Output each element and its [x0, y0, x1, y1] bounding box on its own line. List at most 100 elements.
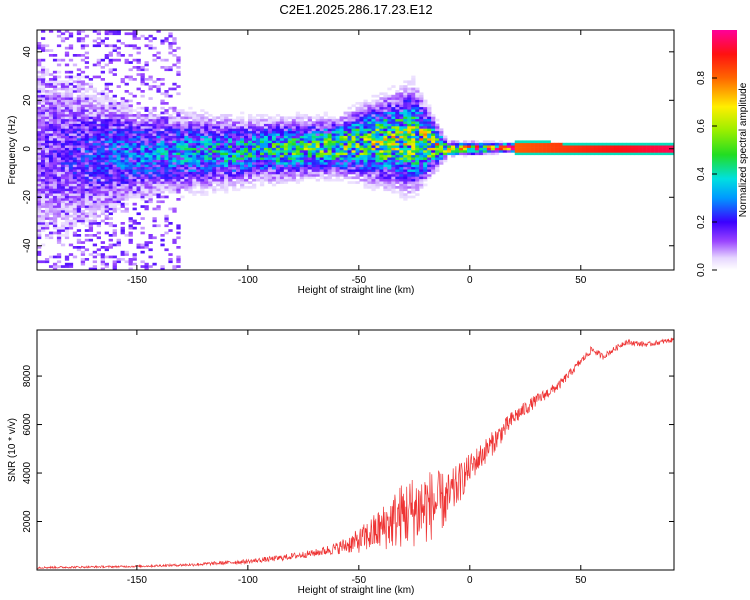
spectrogram-cell — [363, 104, 368, 108]
spectrogram-cell — [48, 236, 54, 240]
spectrogram-cell — [60, 116, 66, 120]
spectrogram-cell — [56, 147, 62, 151]
spectrogram-cell — [104, 231, 109, 235]
spectrogram-cell — [184, 138, 189, 141]
spectrogram-cell — [104, 181, 109, 184]
spectrogram-cell — [64, 130, 70, 134]
spectrogram-cell — [140, 121, 145, 124]
spectrogram-cell — [72, 171, 78, 175]
spectrogram-cell — [96, 176, 101, 180]
spectrogram-cell — [307, 135, 313, 139]
spectrogram-cell — [267, 140, 273, 144]
spectrogram-cell — [48, 231, 54, 235]
spectrogram-cell — [68, 99, 74, 103]
spectrogram-cell — [395, 169, 400, 172]
spectrogram-cell — [331, 147, 336, 151]
spectrogram-cell — [140, 118, 145, 122]
spectrogram-cell — [92, 157, 98, 160]
spectrogram-cell — [299, 140, 305, 144]
spectrogram-cell — [96, 114, 101, 117]
spectrogram-cell — [140, 159, 145, 163]
spectrogram-cell — [96, 44, 101, 48]
spectrogram-cell — [64, 157, 70, 160]
spectrogram-cell — [411, 171, 416, 175]
spectrogram-cell — [140, 73, 145, 76]
spectrogram-cell — [88, 162, 94, 165]
spectrogram-cell — [228, 169, 233, 172]
spectrogram-cell — [160, 121, 165, 124]
spectrogram-cell — [68, 133, 74, 136]
spectrogram-cell — [355, 166, 360, 170]
spectrogram-cell — [44, 171, 50, 175]
spectrogram-cell — [164, 166, 169, 170]
spectrogram-cell — [466, 150, 472, 153]
spectrogram-cell — [44, 85, 50, 88]
spectrogram-cell — [56, 226, 62, 230]
spectrogram-cell — [76, 32, 82, 36]
spectrogram-cell — [291, 166, 297, 170]
spectrogram-cell — [339, 147, 344, 151]
spectrogram-cell — [271, 178, 277, 182]
spectrogram-cell — [152, 152, 157, 156]
spectrogram-cell — [52, 97, 58, 100]
spectrogram-cell — [244, 181, 249, 184]
spectrogram-cell — [104, 109, 109, 112]
spectrogram-cell — [128, 138, 133, 141]
spectrogram-cell — [136, 147, 141, 151]
spectrogram-cell — [347, 181, 352, 184]
spectrogram-cell — [108, 70, 113, 74]
spectrogram-cell — [399, 162, 404, 165]
spectrogram-cell — [116, 243, 121, 247]
spectrogram-cell — [148, 157, 153, 160]
spectrogram-cell — [200, 138, 205, 141]
spectrogram-cell — [347, 154, 352, 158]
spectrogram-cell — [371, 145, 376, 148]
spectrogram-cell — [164, 102, 169, 105]
spectrogram-cell — [299, 174, 305, 177]
spectrogram-cell — [168, 118, 173, 122]
spectrogram-cell — [72, 87, 78, 91]
spectrogram-cell — [100, 200, 105, 204]
spectrogram-cell — [347, 106, 352, 110]
spectrogram-cell — [315, 150, 320, 153]
spectrogram-cell — [44, 90, 50, 93]
spectrogram-cell — [132, 193, 137, 196]
spectrogram-cell — [112, 116, 117, 120]
spectrogram-cell — [104, 145, 109, 148]
spectrogram-cell — [375, 186, 380, 189]
spectrogram-cell — [323, 145, 328, 148]
spectrogram-cell — [116, 123, 121, 127]
spectrogram-cell — [359, 118, 364, 122]
spectrogram-cell — [439, 145, 444, 148]
spectrogram-cell — [144, 130, 149, 134]
spectrogram-cell — [112, 181, 117, 184]
spectrogram-cell — [287, 157, 293, 160]
spectrogram-cell — [76, 106, 82, 110]
spectrogram-cell — [40, 58, 46, 62]
spectrogram-cell — [220, 181, 225, 184]
spectrogram-cell — [371, 133, 376, 136]
spectrogram-cell — [180, 109, 185, 112]
spectrogram-cell — [44, 186, 50, 189]
spectrogram-cell — [112, 73, 117, 76]
spectrogram-cell — [383, 154, 388, 158]
spectrogram-cell — [76, 54, 82, 57]
spectrogram-cell — [44, 159, 50, 163]
spectrogram-cell — [120, 99, 125, 103]
spectrogram-cell — [96, 231, 101, 235]
spectrogram-cell — [112, 104, 117, 108]
spectrogram-cell — [431, 171, 436, 175]
spectrogram-cell — [160, 176, 165, 180]
spectrogram-cell — [80, 262, 86, 266]
spectrogram-cell — [275, 159, 281, 163]
spectrogram-cell — [558, 145, 563, 148]
spectrogram-cell — [72, 222, 78, 225]
spectrogram-cell — [550, 145, 555, 148]
spectrogram-cell — [60, 133, 66, 136]
spectrogram-cell — [76, 238, 82, 242]
spectrogram-cell — [144, 207, 149, 211]
spectrogram-cell — [658, 147, 663, 151]
spectrogram-cell — [104, 130, 109, 134]
spectrogram-cell — [443, 152, 448, 156]
spectrogram-cell — [506, 147, 512, 151]
